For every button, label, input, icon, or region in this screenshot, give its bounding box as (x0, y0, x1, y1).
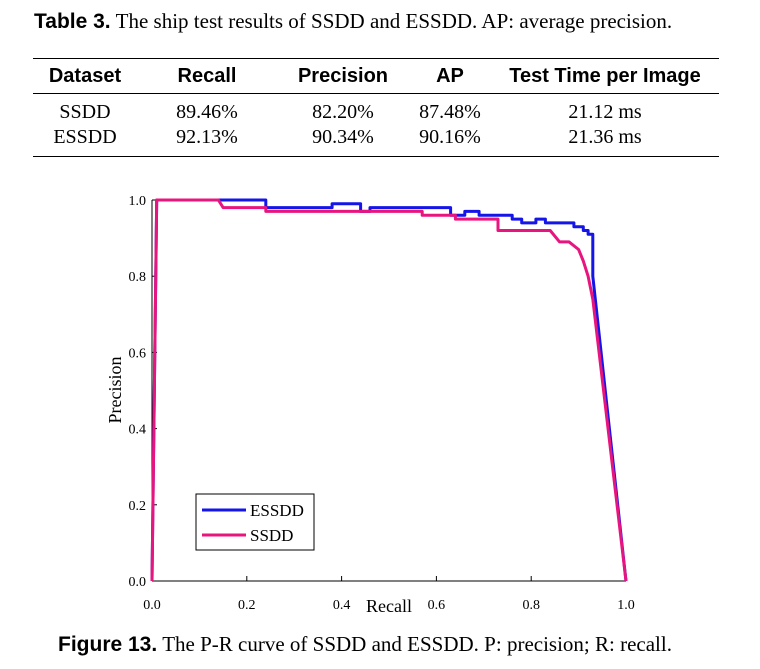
column-header-ap: AP (436, 64, 464, 87)
table-cell-ap: 87.48% (419, 101, 481, 123)
y-tick-label: 0.6 (129, 346, 147, 361)
figure-caption: Figure 13. The P-R curve of SSDD and ESSD… (58, 632, 672, 657)
legend-box (195, 493, 315, 551)
y-tick-label: 0.0 (129, 575, 147, 590)
table-cell-dataset: SSDD (59, 101, 111, 123)
column-header-precision: Precision (297, 64, 389, 87)
y-tick-label: 0.4 (129, 423, 147, 438)
table-cell-precision: 82.20% (312, 101, 374, 123)
table-row: ESSDD 92.13% 90.34% 90.16% 21.36 ms (33, 125, 719, 157)
x-tick-label: 0.8 (522, 598, 540, 613)
table-cell-recall: 89.46% (176, 101, 238, 123)
y-tick-label: 1.0 (129, 194, 147, 209)
table-caption-label: Table 3. (34, 10, 111, 33)
figure-caption-label: Figure 13. (58, 633, 158, 656)
x-tick-label: 0.0 (143, 598, 161, 613)
table-cell-recall: 92.13% (176, 126, 238, 148)
x-axis-title: Recall (366, 596, 412, 616)
y-tick-label: 0.8 (129, 270, 147, 285)
legend-label-ssdd: SSDD (250, 526, 293, 545)
table-cell-precision: 90.34% (312, 126, 374, 148)
table-cell-test-time: 21.12 ms (568, 101, 642, 123)
x-tick-label: 0.4 (333, 598, 351, 613)
legend-label-essdd: ESSDD (250, 501, 304, 520)
column-header-recall: Recall (177, 64, 237, 87)
table-cell-dataset: ESSDD (53, 126, 117, 148)
table-cell-test-time: 21.36 ms (568, 126, 642, 148)
table-header-row: Dataset Recall Precision AP Test Time pe… (33, 58, 719, 94)
figure-caption-text: The P-R curve of SSDD and ESSDD. P: prec… (162, 632, 672, 656)
column-header-test-time: Test Time per Image (509, 64, 701, 87)
x-tick-label: 1.0 (617, 598, 635, 613)
y-tick-label: 0.2 (129, 499, 147, 514)
pr-curve-chart: 0.0 0.2 0.4 0.6 0.8 1.0 0.0 0.2 0.4 0.6 0.8 1.0 Reca… (105, 194, 635, 616)
table-row: SSDD 89.46% 82.20% 87.48% 21.12 ms (33, 94, 719, 126)
x-tick-label: 0.6 (428, 598, 446, 613)
series-line-ssdd (150, 198, 628, 582)
table-cell-ap: 90.16% (419, 126, 481, 148)
y-axis-title: Precision (105, 357, 125, 424)
results-table: Dataset Recall Precision AP Test Time pe… (33, 58, 719, 157)
table-caption-text: The ship test results of SSDD and ESSDD.… (115, 9, 673, 33)
column-header-dataset: Dataset (48, 64, 122, 87)
x-tick-label: 0.2 (238, 598, 256, 613)
table-caption: Table 3. The ship test results of SSDD an… (34, 9, 672, 34)
series-line-essdd (150, 198, 628, 582)
